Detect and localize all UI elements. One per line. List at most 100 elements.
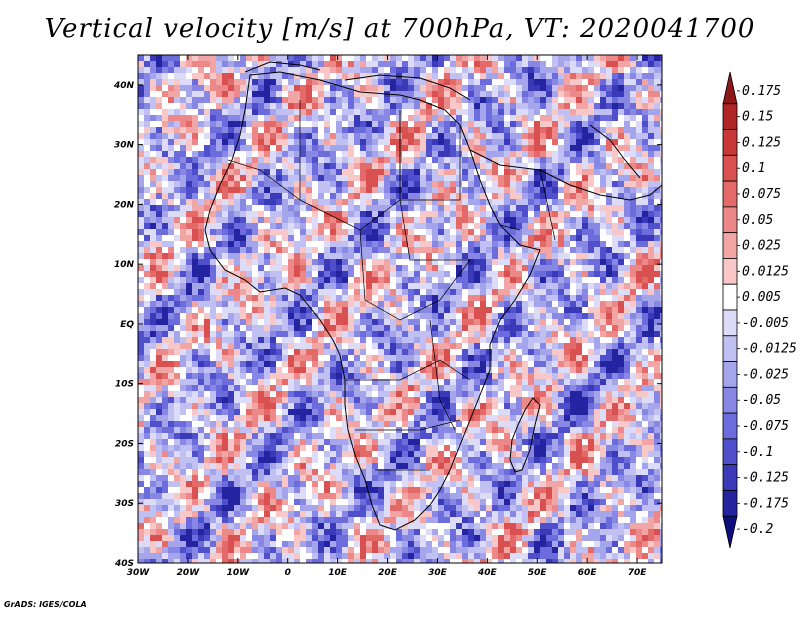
field-cell [240,373,246,379]
field-cell [606,109,612,115]
field-cell [504,121,510,127]
field-cell [282,289,288,295]
field-cell [492,163,498,169]
field-cell [300,127,306,133]
field-cell [486,361,492,367]
field-cell [498,343,504,349]
field-cell [180,259,186,265]
field-cell [612,55,618,61]
field-cell [438,367,444,373]
field-cell [540,199,546,205]
field-cell [336,325,342,331]
field-cell [522,277,528,283]
field-cell [234,169,240,175]
field-cell [324,265,330,271]
field-cell [546,307,552,313]
field-cell [264,103,270,109]
field-cell [630,253,636,259]
field-cell [354,373,360,379]
field-cell [468,271,474,277]
field-cell [642,271,648,277]
field-cell [294,67,300,73]
field-cell [612,277,618,283]
field-cell [462,157,468,163]
field-cell [156,139,162,145]
field-cell [594,205,600,211]
field-cell [384,307,390,313]
field-cell [372,163,378,169]
field-cell [342,253,348,259]
field-cell [282,259,288,265]
field-cell [408,379,414,385]
field-cell [174,121,180,127]
field-cell [600,55,606,61]
field-cell [534,379,540,385]
field-cell [192,97,198,103]
field-cell [222,103,228,109]
field-cell [180,277,186,283]
field-cell [354,211,360,217]
field-cell [456,157,462,163]
field-cell [486,379,492,385]
field-cell [402,337,408,343]
field-cell [384,367,390,373]
field-cell [492,259,498,265]
field-cell [534,67,540,73]
field-cell [312,355,318,361]
field-cell [450,79,456,85]
field-cell [606,229,612,235]
field-cell [306,205,312,211]
field-cell [648,259,654,265]
field-cell [294,115,300,121]
field-cell [450,343,456,349]
field-cell [660,97,662,103]
field-cell [558,169,564,175]
field-cell [546,115,552,121]
field-cell [660,283,662,289]
field-cell [462,163,468,169]
field-cell [642,241,648,247]
field-cell [498,133,504,139]
field-cell [378,373,384,379]
field-cell [252,313,258,319]
field-cell [558,139,564,145]
field-cell [378,67,384,73]
field-cell [384,55,390,61]
field-cell [618,265,624,271]
field-cell [258,373,264,379]
field-cell [588,211,594,217]
field-cell [438,295,444,301]
field-cell [156,379,162,385]
field-cell [228,121,234,127]
field-cell [372,373,378,379]
field-cell [630,217,636,223]
field-cell [330,187,336,193]
field-cell [402,253,408,259]
field-cell [366,73,372,79]
field-cell [624,355,630,361]
field-cell [240,85,246,91]
field-cell [228,109,234,115]
field-cell [600,157,606,163]
field-cell [288,325,294,331]
field-cell [456,139,462,145]
field-cell [600,151,606,157]
field-cell [600,265,606,271]
field-cell [180,121,186,127]
field-cell [528,337,534,343]
field-cell [486,265,492,271]
field-cell [486,229,492,235]
field-cell [258,61,264,67]
field-cell [630,343,636,349]
field-cell [564,301,570,307]
field-cell [312,115,318,121]
field-cell [414,67,420,73]
field-cell [222,181,228,187]
field-cell [234,121,240,127]
field-cell [594,367,600,373]
field-cell [660,379,662,385]
field-cell [594,217,600,223]
field-cell [342,127,348,133]
field-cell [168,373,174,379]
field-cell [522,379,528,385]
